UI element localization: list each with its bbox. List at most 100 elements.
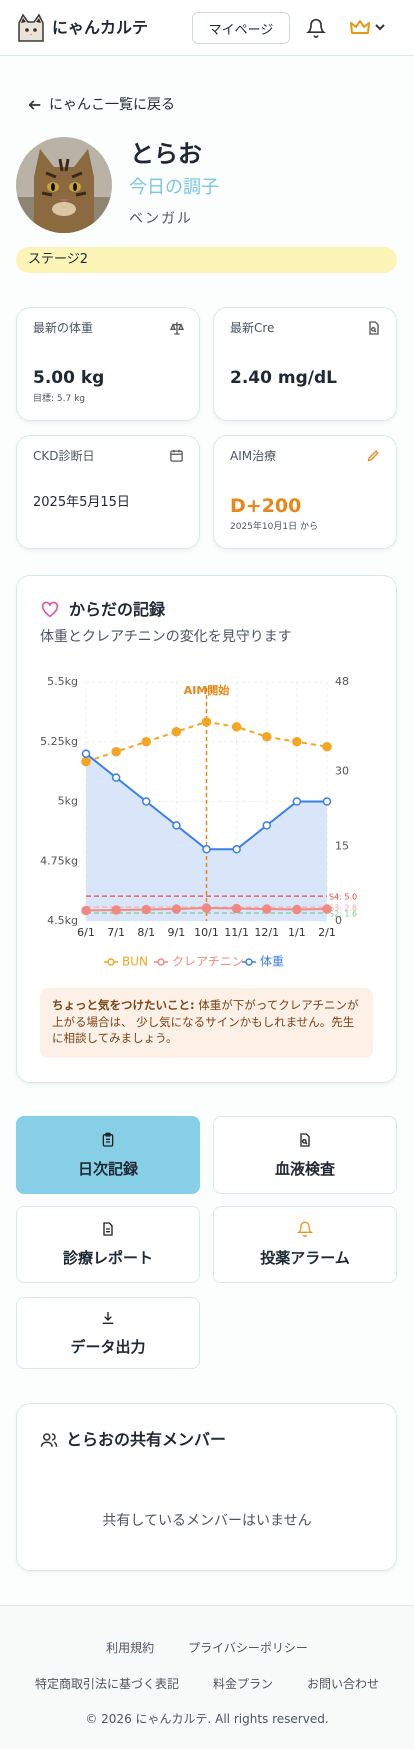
reference-label: S4: 5.0 bbox=[329, 893, 357, 902]
data-point bbox=[81, 905, 91, 916]
stat-label: AIM治療 bbox=[230, 449, 277, 463]
data-point bbox=[292, 737, 302, 747]
action-button[interactable]: 診療レポート bbox=[16, 1206, 200, 1283]
footer-link[interactable]: お問い合わせ bbox=[307, 1677, 380, 1691]
data-point bbox=[111, 905, 121, 915]
data-point bbox=[171, 904, 182, 914]
data-point bbox=[111, 773, 121, 782]
y-tick-label: 5.5kg bbox=[47, 675, 78, 688]
x-tick-label: 11/1 bbox=[224, 926, 249, 939]
legend-swatch bbox=[107, 958, 115, 966]
x-tick-label: 2/1 bbox=[318, 926, 336, 939]
y2-tick-label: 48 bbox=[335, 675, 349, 688]
members-title: とらおの共有メンバー bbox=[66, 1430, 227, 1449]
note-title: ちょっと気をつけたいこと: bbox=[52, 998, 195, 1012]
legend-swatch bbox=[245, 958, 253, 966]
members-card bbox=[16, 1403, 397, 1571]
chart-title: からだの記録 bbox=[69, 600, 166, 619]
legend-label: クレアチニン bbox=[172, 955, 244, 969]
action-button[interactable]: 血液検査 bbox=[213, 1116, 397, 1194]
x-tick-label: 8/1 bbox=[137, 926, 155, 939]
data-point bbox=[292, 904, 302, 915]
back-arrow[interactable] bbox=[27, 97, 43, 113]
y-tick-label: 4.75kg bbox=[40, 854, 78, 867]
data-point bbox=[171, 727, 182, 737]
y2-tick-label: 0 bbox=[335, 914, 342, 927]
area bbox=[86, 753, 327, 921]
chart-subtitle: 体重とクレアチニンの変化を見守ります bbox=[40, 629, 292, 645]
note-box: ちょっと気をつけたいこと: 体重が下がってクレアチニンが上がる場合は、 少し気に… bbox=[40, 988, 373, 1058]
reference-label: S2: 1.6 bbox=[329, 910, 357, 919]
note-text: 体重が下がってクレアチニンが上がる場合は、 少し気になるサインかもしれません。先… bbox=[52, 998, 359, 1046]
bell-icon[interactable] bbox=[306, 18, 326, 38]
stat-value: D+200 bbox=[230, 495, 302, 517]
action-label: 投薬アラーム bbox=[260, 1249, 350, 1267]
x-tick-label: 7/1 bbox=[107, 926, 125, 939]
data-point bbox=[322, 904, 332, 914]
heart-icon bbox=[41, 601, 59, 618]
footer-link[interactable]: 料金プラン bbox=[212, 1677, 273, 1691]
x-tick-label: 10/1 bbox=[194, 926, 219, 939]
footer-row: 特定商取引法に基づく表記 料金プラン お問い合わせ bbox=[0, 1675, 414, 1692]
x-tick-label: 1/1 bbox=[288, 926, 306, 939]
mypage-button[interactable]: マイページ bbox=[192, 12, 290, 44]
users-icon bbox=[40, 1433, 58, 1447]
logo-icon bbox=[18, 13, 44, 42]
footer-row: 利用規約 プライバシーポリシー bbox=[0, 1639, 414, 1656]
footer-link[interactable]: 利用規約 bbox=[106, 1641, 155, 1655]
scale-icon bbox=[169, 322, 185, 335]
stat-label: 最新Cre bbox=[230, 321, 275, 335]
data-point bbox=[231, 903, 242, 914]
data-point bbox=[202, 845, 211, 854]
calendar-icon bbox=[170, 449, 183, 462]
header bbox=[0, 0, 414, 56]
y2-tick-label: 30 bbox=[335, 765, 349, 778]
ckd-card bbox=[16, 435, 200, 549]
app-name[interactable]: にゃんカルテ bbox=[52, 18, 149, 37]
data-point bbox=[141, 904, 151, 915]
action-button[interactable]: 投薬アラーム bbox=[213, 1206, 397, 1283]
bell-icon bbox=[297, 1221, 313, 1237]
data-point bbox=[201, 717, 212, 727]
action-button[interactable]: データ出力 bbox=[16, 1297, 200, 1369]
members-empty: 共有しているメンバーはいません bbox=[102, 1513, 312, 1529]
footer-link[interactable]: 特定商取引法に基づく表記 bbox=[34, 1677, 179, 1691]
data-point bbox=[292, 797, 302, 806]
reference-label: S3: 2.8 bbox=[329, 904, 357, 913]
cat-name: とらお bbox=[130, 140, 202, 168]
stat-label: CKD診断日 bbox=[33, 449, 95, 463]
plan-menu[interactable] bbox=[350, 18, 390, 38]
data-point bbox=[81, 749, 91, 758]
data-point bbox=[111, 746, 121, 757]
data-point bbox=[81, 756, 91, 767]
footer bbox=[0, 1605, 414, 1749]
stat-value: 2025年5月15日 bbox=[33, 495, 130, 510]
weight-card bbox=[16, 307, 200, 421]
y2-tick-label: 15 bbox=[335, 839, 349, 852]
stat-value: 5.00 kg bbox=[33, 368, 105, 388]
data-point bbox=[231, 722, 242, 732]
data-point bbox=[232, 845, 241, 854]
footer-link[interactable]: プライバシーポリシー bbox=[188, 1641, 308, 1655]
stat-value: 2.40 mg/dL bbox=[230, 368, 337, 388]
download-icon bbox=[102, 1311, 114, 1324]
data-point bbox=[322, 797, 332, 806]
cat-mood[interactable]: 今日の調子 bbox=[129, 177, 219, 198]
stat-sub: 目標: 5.7 kg bbox=[33, 394, 85, 404]
cat-photo bbox=[16, 137, 112, 233]
data-point bbox=[201, 903, 212, 913]
copyright: © 2026 にゃんカルテ. All rights reserved. bbox=[85, 1712, 329, 1726]
report-icon bbox=[103, 1222, 113, 1236]
y-tick-label: 5kg bbox=[58, 795, 78, 808]
data-point bbox=[141, 737, 151, 747]
clipboard-icon bbox=[102, 1132, 114, 1147]
pen-icon bbox=[367, 450, 379, 462]
back-link[interactable]: にゃんこ一覧に戻る bbox=[49, 97, 175, 113]
data-point bbox=[322, 741, 332, 752]
action-label: データ出力 bbox=[70, 1337, 146, 1356]
action-button[interactable]: 日次記録 bbox=[16, 1116, 200, 1194]
data-point bbox=[262, 732, 272, 742]
data-point bbox=[262, 904, 272, 914]
x-tick-label: 6/1 bbox=[77, 926, 95, 939]
